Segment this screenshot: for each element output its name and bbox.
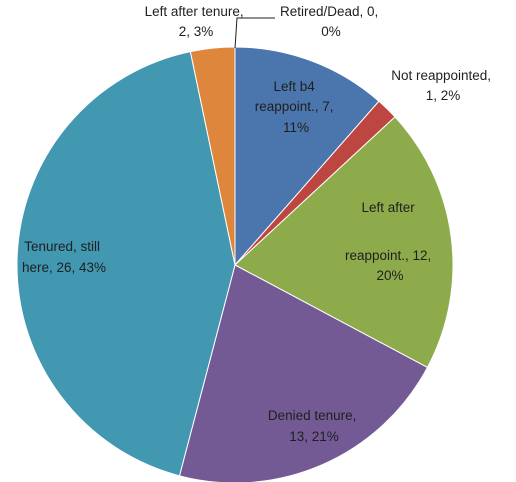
pie-slice-left-b4-reappoint [234, 46, 380, 267]
retired-leader-line [234, 17, 275, 49]
label-not-reappointed: Not reappointed, 1, 2% [391, 68, 495, 103]
label-tenured-still-here: Tenured, still here, 26, 43% [22, 239, 106, 275]
label-left-after-reappoint: Left after reappoint., 12, 20% [345, 200, 435, 283]
label-denied-tenure: Denied tenure, 13, 21% [268, 408, 360, 444]
label-retired-dead: Retired/Dead, 0, 0% [280, 4, 382, 39]
pie-slice-left-after-reappoint [234, 116, 454, 369]
pie-slices [16, 46, 454, 482]
label-left-b4-reappoint: Left b4 reappoint., 7, 11% [255, 79, 338, 135]
pie-slice-tenured-still-here [16, 51, 236, 477]
label-left-after-tenure: Left after tenure, 2, 3% [145, 4, 248, 39]
